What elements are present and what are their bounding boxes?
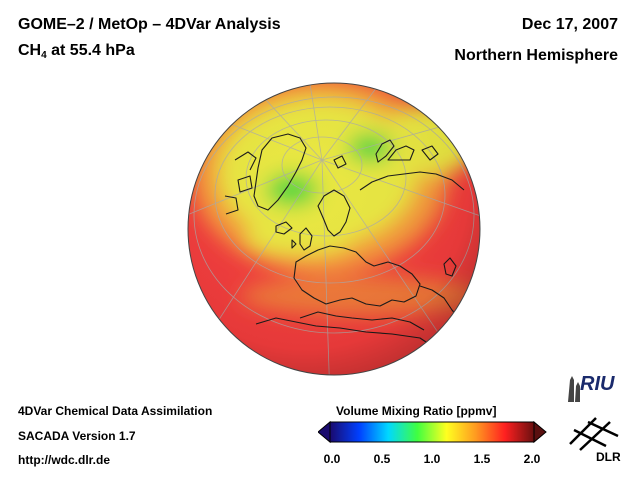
colorbar-tick: 2.0 — [523, 452, 541, 466]
colorbar-ramp — [329, 421, 535, 443]
colorbar-high-arrow — [533, 420, 547, 444]
footer-url[interactable]: http://wdc.dlr.de — [18, 453, 110, 467]
colorbar-tick: 1.5 — [473, 452, 491, 466]
dlr-logo-icon — [569, 417, 619, 451]
dlr-logo-text: DLR — [596, 450, 621, 464]
footer-method: 4DVar Chemical Data Assimilation — [18, 404, 213, 418]
species-subscript: 4 — [41, 50, 47, 61]
map-date: Dec 17, 2007 — [521, 16, 618, 33]
colorbar — [318, 420, 547, 444]
map-region: Northern Hemisphere — [454, 47, 618, 64]
riu-logo-icon — [568, 376, 580, 402]
map-title: GOME–2 / MetOp – 4DVar Analysis — [18, 16, 281, 33]
species-prefix: CH — [18, 42, 42, 59]
pressure-level: at 55.4 hPa — [46, 42, 135, 59]
globe-outline — [187, 82, 481, 376]
colorbar-title: Volume Mixing Ratio [ppmv] — [336, 404, 497, 418]
colorbar-tick: 1.0 — [423, 452, 441, 466]
riu-logo-text: RIU — [580, 373, 615, 395]
map-subtitle: CH4 at 55.4 hPa — [18, 42, 135, 61]
colorbar-tick: 0.5 — [373, 452, 391, 466]
footer-version: SACADA Version 1.7 — [18, 429, 136, 443]
colorbar-tick: 0.0 — [323, 452, 341, 466]
colorbar-low-arrow — [318, 420, 331, 444]
